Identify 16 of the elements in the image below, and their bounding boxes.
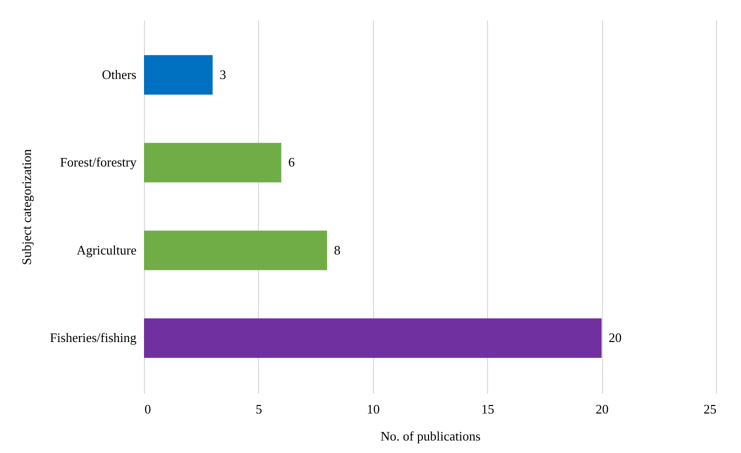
y-tick-label: Others (102, 66, 136, 82)
data-label: 3 (220, 66, 226, 82)
y-axis-title: Subject categorization (18, 148, 34, 265)
data-label: 8 (334, 242, 341, 258)
x-axis-title: No. of publications (380, 428, 481, 444)
x-tick-label: 0 (144, 402, 151, 416)
data-label: 20 (608, 330, 622, 346)
data-label: 6 (288, 154, 296, 170)
x-tick-label: 20 (596, 402, 609, 416)
x-tick-label: 5 (256, 402, 262, 416)
y-tick-label: Agriculture (76, 242, 137, 258)
y-tick-label: Forest/forestry (60, 154, 137, 170)
y-tick-label: Fisheries/fishing (50, 330, 137, 346)
x-tick-label: 10 (366, 402, 380, 416)
x-tick-label: 25 (704, 402, 716, 416)
x-tick-label: 15 (481, 402, 494, 416)
